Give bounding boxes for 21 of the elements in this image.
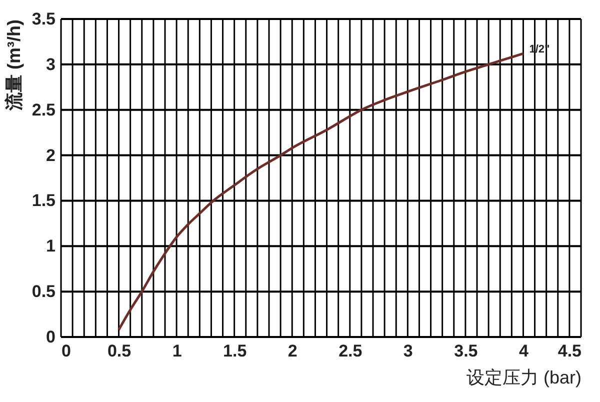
x-tick-label: 4 <box>518 342 529 360</box>
y-tick-label: 0.5 <box>32 282 56 302</box>
y-tick-label: 1.5 <box>32 191 56 210</box>
x-tick-label: 3.5 <box>454 342 478 360</box>
y-tick-label: 0 <box>46 328 56 346</box>
x-tick-label: 3 <box>403 342 413 360</box>
y-tick-label: 2.5 <box>32 100 56 120</box>
y-tick-label: 3 <box>46 54 56 74</box>
x-tick-label: 2.5 <box>338 342 362 360</box>
x-tick-label: 1.5 <box>223 342 247 360</box>
x-tick-label: 0 <box>62 342 71 360</box>
y-axis-title: 流量 (m³/h) <box>4 19 24 112</box>
x-tick-label: 0.5 <box>107 342 132 360</box>
x-tick-label: 1 <box>172 342 182 360</box>
x-tick-label: 4.5 <box>558 342 582 360</box>
x-tick-label: 2 <box>288 342 298 360</box>
y-tick-label: 2 <box>46 146 56 165</box>
y-tick-label: 1 <box>46 236 56 256</box>
line-series <box>118 52 524 331</box>
x-axis-title: 设定压力 (bar) <box>466 368 582 388</box>
y-tick-label: 3.5 <box>32 10 56 28</box>
